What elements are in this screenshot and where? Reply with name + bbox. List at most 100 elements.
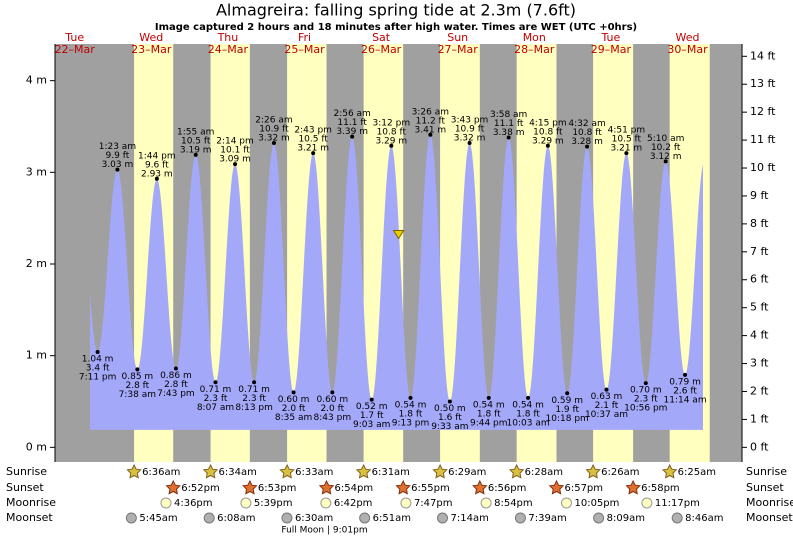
sunrise-time: 6:36am: [142, 467, 180, 478]
sunset-icon: [472, 479, 488, 495]
y2-tick-label: 3 ft: [750, 357, 769, 370]
sunrise-time: 6:29am: [448, 467, 486, 478]
row-label: Moonset: [746, 511, 793, 524]
sunset-icon: [395, 479, 411, 495]
date-label: 29–Mar: [591, 43, 632, 56]
y2-tick-label: 13 ft: [750, 77, 776, 90]
tide-label: 3.32 m: [258, 134, 290, 144]
tide-label: 0.60 m: [278, 395, 310, 405]
tide-point: [233, 162, 238, 167]
tide-label: 2:14 pm: [216, 137, 254, 147]
sunrise-time: 6:26am: [601, 467, 639, 478]
sunset-time: 6:54pm: [335, 483, 374, 494]
tide-label: 3:58 am: [490, 110, 527, 120]
tide-label: 11:14 am: [664, 395, 707, 405]
y2-tick-label: 4 ft: [750, 329, 769, 342]
tide-label: 10.2 ft: [651, 143, 681, 153]
row-label: Sunset: [746, 481, 784, 494]
moonset-icon: [671, 512, 683, 524]
moonset-time: 7:14am: [450, 513, 488, 524]
tide-label: 3.28 m: [571, 137, 603, 147]
tide-label: 5:10 am: [647, 134, 684, 144]
tide-label: 1.04 m: [82, 355, 114, 365]
y2-tick-label: 11 ft: [750, 133, 776, 146]
tide-point: [213, 380, 218, 385]
moonset-icon: [593, 512, 605, 524]
weekday-label: Fri: [298, 31, 311, 44]
tide-label: 1:55 am: [177, 127, 214, 137]
tide-label: 8:43 pm: [314, 413, 352, 423]
weekday-label: Thu: [217, 31, 239, 44]
tide-point: [506, 135, 511, 140]
sunset-time: 6:58pm: [641, 483, 680, 494]
tide-label: 2.0 ft: [320, 404, 344, 414]
moon-phase: Full Moon | 9:01pm: [281, 526, 367, 536]
tide-label: 7:11 pm: [79, 373, 117, 383]
tide-point: [624, 151, 629, 156]
current-marker: [392, 230, 405, 240]
tide-point: [585, 144, 590, 149]
moonrise-time: 6:42pm: [334, 498, 373, 509]
y2-tick-label: 14 ft: [750, 49, 776, 62]
tide-label: 1.7 ft: [360, 411, 384, 421]
y2-tick-label: 6 ft: [750, 273, 769, 286]
tide-point: [271, 141, 276, 145]
tide-point: [467, 141, 472, 145]
tide-label: 9.9 ft: [106, 151, 130, 161]
sunrise-icon: [355, 463, 372, 479]
moonset-time: 6:51am: [373, 513, 411, 524]
moonrise-time: 8:54pm: [494, 498, 533, 509]
tide-label: 10.8 ft: [572, 128, 602, 138]
tide-label: 2.6 ft: [673, 386, 697, 396]
tide-label: 7:43 pm: [157, 389, 195, 399]
date-label: 26–Mar: [361, 43, 402, 56]
chart-subtitle: Image captured 2 hours and 18 minutes af…: [155, 22, 637, 33]
tide-label: 0.71 m: [200, 385, 232, 395]
weekday-label: Sun: [447, 31, 468, 44]
sunset-icon: [548, 479, 565, 495]
tide-point: [252, 380, 257, 385]
tide-label: 9:44 pm: [470, 418, 508, 428]
date-label: 25–Mar: [284, 43, 325, 56]
moonset-icon: [281, 512, 293, 524]
date-label: 28–Mar: [514, 43, 555, 56]
date-label: 22–Mar: [55, 43, 96, 56]
tide-label: 0.71 m: [238, 385, 270, 395]
sunrise-icon: [279, 463, 295, 479]
tide-point: [643, 381, 648, 386]
tide-label: 0.54 m: [512, 400, 544, 410]
weekday-label: Mon: [523, 31, 546, 44]
sunrise-icon: [585, 463, 601, 479]
tide-label: 9.6 ft: [145, 160, 169, 170]
tide-label: 0.50 m: [434, 404, 466, 414]
tide-label: 3.09 m: [219, 155, 251, 165]
tide-label: 8:13 pm: [235, 403, 273, 413]
tide-label: 3.03 m: [102, 160, 134, 170]
tide-label: 10.8 ft: [377, 127, 407, 137]
tide-label: 3.19 m: [180, 145, 212, 155]
moonrise-icon: [641, 497, 653, 509]
tide-label: 3.12 m: [650, 152, 682, 162]
tide-point: [408, 395, 413, 400]
tide-point: [663, 159, 668, 164]
sunset-time: 6:53pm: [258, 483, 297, 494]
sunrise-icon: [508, 463, 525, 479]
y2-tick-label: 10 ft: [750, 161, 776, 174]
weekday-label: Wed: [139, 31, 163, 44]
moonrise-time: 11:17pm: [655, 498, 700, 509]
y2-tick-label: 5 ft: [750, 301, 769, 314]
tide-point: [330, 390, 335, 395]
tide-point: [369, 397, 374, 402]
tide-label: 2.3 ft: [634, 395, 658, 405]
date-label: 24–Mar: [208, 43, 249, 56]
weekday-label: Wed: [676, 31, 700, 44]
row-label: Sunset: [6, 481, 44, 494]
sunset-time: 6:56pm: [488, 483, 527, 494]
tide-point: [154, 176, 159, 181]
moonrise-icon: [400, 497, 412, 509]
tide-label: 0.52 m: [356, 402, 388, 412]
tide-label: 9:03 am: [353, 420, 390, 430]
tide-label: 0.79 m: [669, 377, 701, 387]
date-label: 27–Mar: [438, 43, 479, 56]
